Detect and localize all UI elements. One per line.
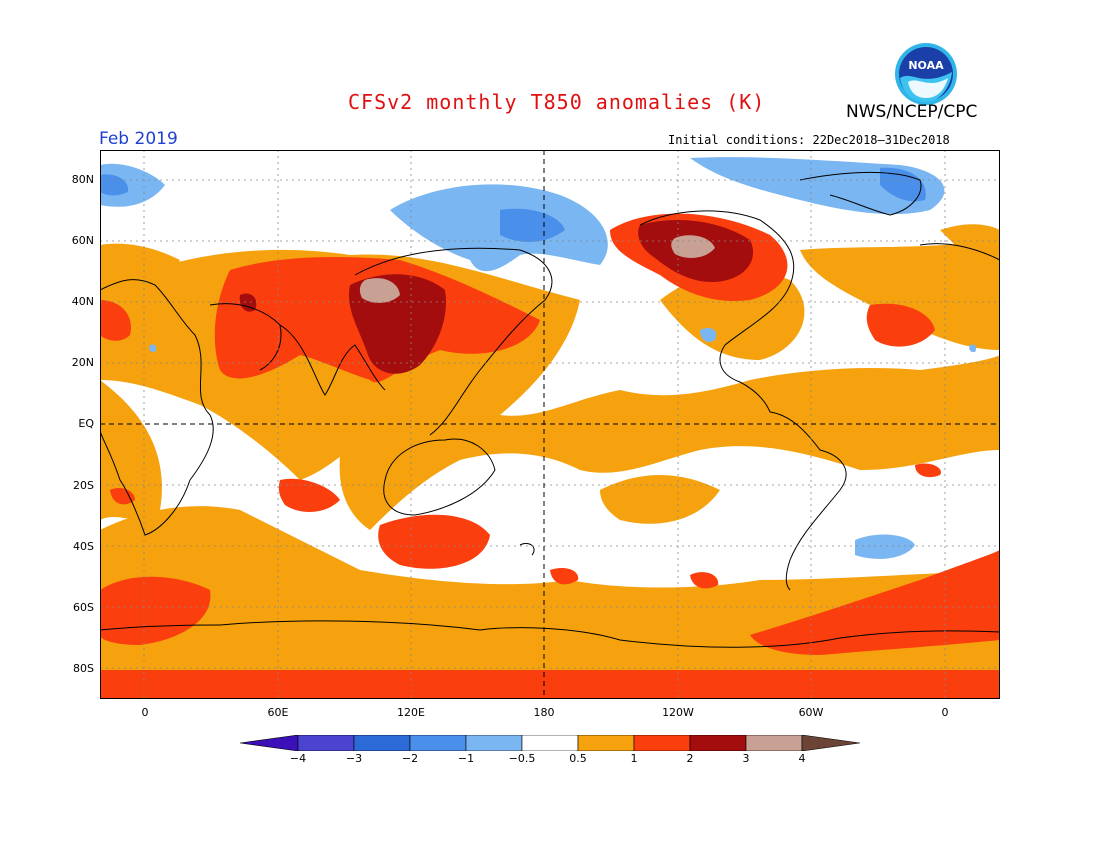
- lat-label-eq: EQ: [78, 417, 94, 430]
- colorbar-swatch-3-2: [353, 735, 411, 751]
- anomaly-cool-1: [100, 157, 977, 559]
- graticule: [100, 150, 1000, 699]
- colorbar-label: 2: [686, 752, 694, 765]
- colorbar-label: 0.5: [569, 752, 587, 765]
- lon-label-0: 0: [141, 706, 149, 719]
- colorbar-swatch-neutral: [521, 735, 579, 751]
- colorbar-label: 1: [630, 752, 638, 765]
- lat-label-60s: 60S: [73, 601, 94, 614]
- anomaly-warm-2: [100, 213, 1000, 699]
- colorbar-swatch-2-1: [409, 735, 467, 751]
- lon-label-180: 180: [533, 706, 555, 719]
- anomaly-map: [100, 150, 1000, 699]
- colorbar-swatch-1-05: [465, 735, 523, 751]
- lat-label-20n: 20N: [71, 356, 94, 369]
- colorbar-swatch-05-1: [577, 735, 635, 751]
- lon-label-60w: 60W: [798, 706, 824, 719]
- colorbar-swatch-2-3: [689, 735, 747, 751]
- lon-label-120e: 120E: [397, 706, 425, 719]
- colorbar-label: −4: [289, 752, 307, 765]
- colorbar-label: 4: [798, 752, 806, 765]
- lat-label-60n: 60N: [71, 234, 94, 247]
- agency-label: NWS/NCEP/CPC: [846, 102, 978, 122]
- colorbar: [240, 735, 860, 751]
- anomaly-cool-2: [100, 167, 926, 242]
- lon-label-60e: 60E: [267, 706, 289, 719]
- lat-label-40s: 40S: [73, 540, 94, 553]
- svg-text:NOAA: NOAA: [908, 59, 944, 72]
- lon-label-0-east: 0: [941, 706, 949, 719]
- colorbar-label: −2: [401, 752, 419, 765]
- colorbar-swatch-1-2: [633, 735, 691, 751]
- lat-label-80n: 80N: [71, 173, 94, 186]
- colorbar-label: −1: [457, 752, 475, 765]
- colorbar-label: −3: [345, 752, 363, 765]
- map-title: CFSv2 monthly T850 anomalies (K): [348, 90, 766, 114]
- lat-label-80s: 80S: [73, 662, 94, 675]
- equator-dateline: [100, 150, 1000, 699]
- colorbar-swatch-lt-4: [240, 735, 299, 751]
- noaa-logo: NOAA: [895, 43, 957, 105]
- forecast-period: Feb 2019: [99, 129, 178, 149]
- colorbar-label: −0.5: [508, 752, 536, 765]
- colorbar-label: 3: [742, 752, 750, 765]
- map-frame: [100, 150, 1000, 699]
- initial-conditions: Initial conditions: 22Dec2018–31Dec2018: [668, 133, 950, 147]
- lat-label-20s: 20S: [73, 479, 94, 492]
- coastlines: [100, 171, 1000, 648]
- anomaly-warm-4: [359, 235, 715, 303]
- colorbar-swatch-4-3: [297, 735, 355, 751]
- colorbar-swatch-gt-4: [801, 735, 860, 751]
- lat-label-40n: 40N: [71, 295, 94, 308]
- colorbar-swatch-3-4: [745, 735, 803, 751]
- lon-label-120w: 120W: [662, 706, 694, 719]
